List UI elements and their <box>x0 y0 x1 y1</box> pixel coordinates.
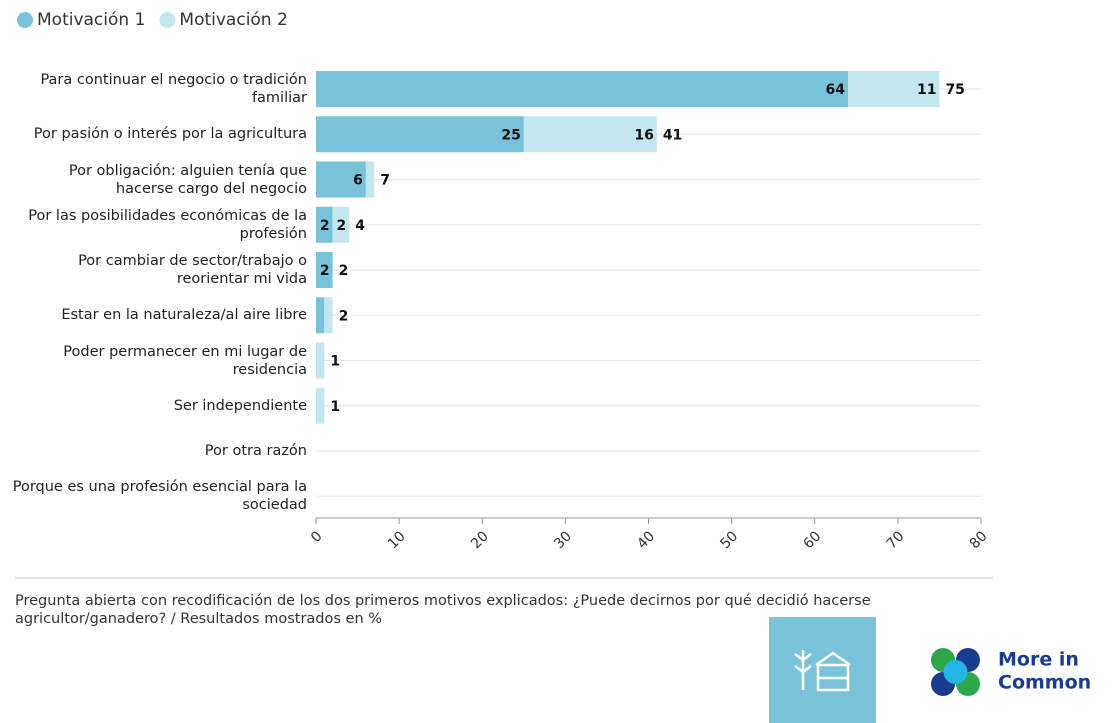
bar-segment <box>316 116 524 153</box>
bar-segment <box>316 206 333 243</box>
note: Pregunta abierta con recodificación de l… <box>15 593 871 627</box>
legend-swatch <box>17 12 33 28</box>
segment-label: 2 <box>320 218 330 234</box>
segment-label: 6 <box>353 173 363 189</box>
bar-segment <box>316 387 325 424</box>
bar-segment <box>848 71 940 107</box>
total-label: 7 <box>380 173 390 189</box>
total-label: 2 <box>339 263 349 279</box>
x-tick-label: 30 <box>551 528 575 552</box>
category-label: Por otra razón <box>204 443 307 459</box>
segment-label: 2 <box>320 263 330 279</box>
segment-label: 64 <box>826 82 846 98</box>
farm-icon <box>794 650 851 692</box>
category-label: Por pasión o interés por la agricultura <box>33 126 307 143</box>
x-tick-label: 60 <box>800 528 824 552</box>
bar-segment <box>316 252 333 288</box>
category-label: Poder permanecer en mi lugar de residenc… <box>63 343 307 378</box>
category-label: Porque es una profesión esencial para la… <box>12 479 307 514</box>
bar-segment <box>332 206 350 243</box>
segment-label: 16 <box>634 127 653 143</box>
bar-segment <box>316 342 325 379</box>
logo-text: More in <box>998 649 1079 671</box>
bar-segment <box>316 71 848 107</box>
x-tick-label: 40 <box>634 528 658 552</box>
legend-label: Motivación 1 <box>37 10 145 30</box>
category-label: Ser independiente <box>173 397 307 414</box>
bar-segment <box>324 297 333 334</box>
total-label: 4 <box>355 218 365 234</box>
category-label: Por cambiar de sector/trabajo o reorient… <box>78 253 307 287</box>
bar-segment <box>365 161 375 198</box>
segment-label: 11 <box>917 82 936 98</box>
total-label: 1 <box>330 399 340 415</box>
category-label: Estar en la naturaleza/al aire libre <box>61 307 307 324</box>
x-tick-label: 0 <box>308 528 326 546</box>
legend-swatch <box>159 12 176 28</box>
bar-segment <box>316 161 366 198</box>
segment-label: 2 <box>337 218 347 234</box>
total-label: 1 <box>330 354 340 370</box>
x-tick-label: 70 <box>884 528 908 552</box>
bar-segment <box>523 116 657 153</box>
x-tick-label: 10 <box>385 528 409 552</box>
segment-label: 25 <box>501 127 520 143</box>
total-label: 2 <box>339 308 349 324</box>
category-label: Para continuar el negocio o tradición fa… <box>40 72 307 106</box>
icon-block <box>769 617 876 723</box>
total-label: 75 <box>945 82 964 98</box>
logo-mark <box>931 648 980 696</box>
x-tick-label: 20 <box>468 528 492 552</box>
legend-label: Motivación 2 <box>179 10 287 30</box>
total-label: 41 <box>663 127 682 143</box>
x-tick-label: 80 <box>967 528 991 552</box>
category-label: Por las posibilidades económicas de la p… <box>28 207 307 242</box>
x-tick-label: 50 <box>717 528 741 552</box>
category-label: Por obligación: alguien tenía que hacers… <box>68 162 307 197</box>
logo-text: Common <box>998 672 1091 694</box>
bar-segment <box>316 297 325 334</box>
